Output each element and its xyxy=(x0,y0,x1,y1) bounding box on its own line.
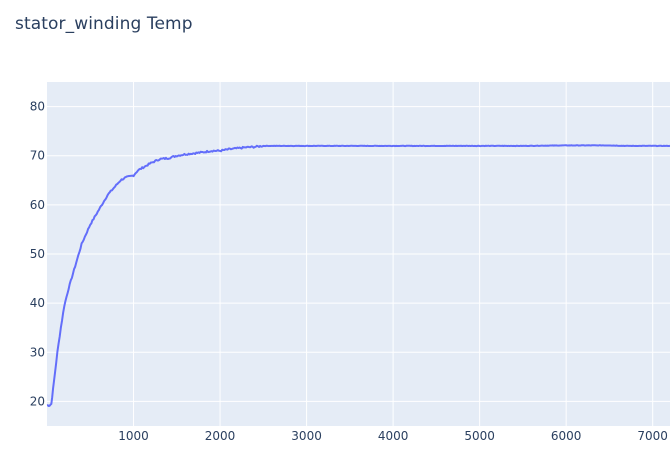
y-tick-label: 40 xyxy=(30,296,45,310)
x-tick-label: 7000 xyxy=(637,429,668,443)
y-tick-label: 60 xyxy=(30,198,45,212)
x-tick-label: 3000 xyxy=(291,429,322,443)
series-line xyxy=(46,144,670,408)
y-tick-label: 20 xyxy=(30,394,45,408)
y-tick-label: 30 xyxy=(30,345,45,359)
x-tick-labels: 1000 2000 3000 4000 5000 6000 7000 xyxy=(118,429,668,443)
x-tick-label: 2000 xyxy=(205,429,236,443)
x-tick-label: 4000 xyxy=(378,429,409,443)
y-gridlines xyxy=(47,106,670,402)
y-tick-labels: 20 30 40 50 60 70 80 xyxy=(30,100,45,409)
y-tick-label: 70 xyxy=(30,149,45,163)
x-tick-label: 6000 xyxy=(551,429,582,443)
series-layer xyxy=(46,144,670,408)
x-tick-label: 5000 xyxy=(464,429,495,443)
y-tick-label: 50 xyxy=(30,247,45,261)
x-tick-label: 1000 xyxy=(118,429,149,443)
y-tick-label: 80 xyxy=(30,100,45,114)
chart-title: stator_winding Temp xyxy=(15,14,193,34)
